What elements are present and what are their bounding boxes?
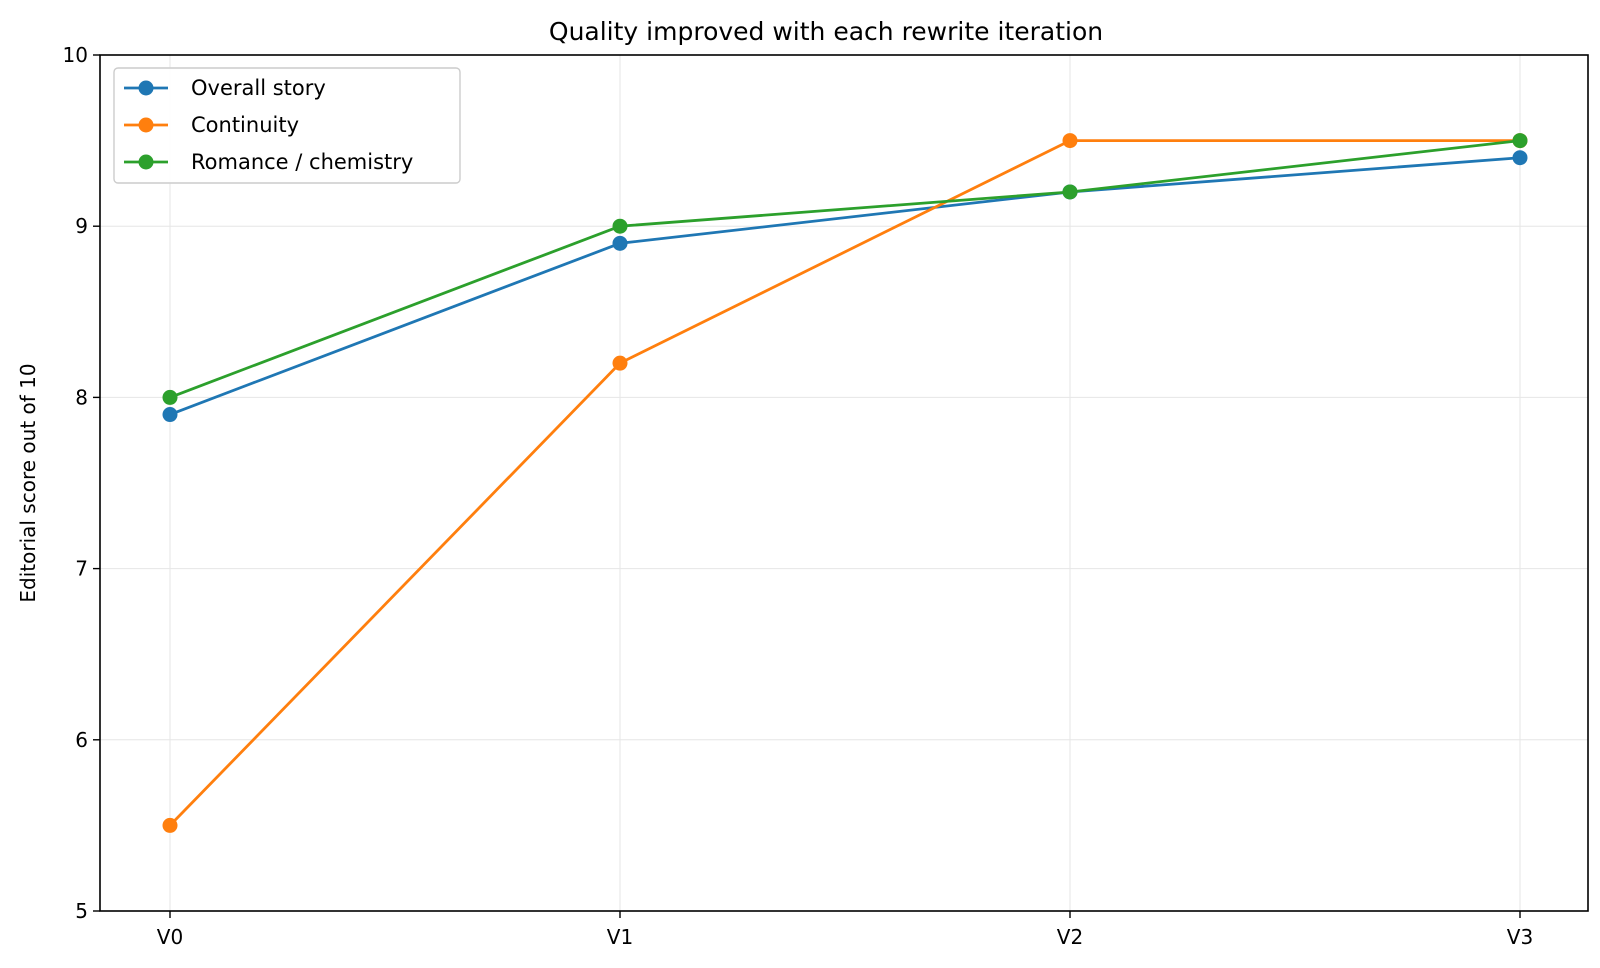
x-tick-label: V0 — [157, 925, 183, 949]
chart-title: Quality improved with each rewrite itera… — [549, 17, 1103, 46]
legend-marker — [138, 117, 154, 133]
legend: Overall story Continuity Romance / chemist… — [113, 67, 461, 184]
data-point — [1512, 133, 1528, 149]
data-point — [612, 355, 628, 371]
legend-label: Overall story — [191, 76, 326, 100]
series-0 — [162, 150, 1528, 423]
x-axis: V0 V1 V2 V3 — [157, 911, 1533, 949]
data-point — [162, 389, 178, 405]
series-line — [169, 156, 1521, 416]
data-point — [1062, 133, 1078, 149]
series-line — [168, 139, 1520, 827]
legend-item: Romance / chemistry — [124, 150, 413, 174]
y-tick-label: 10 — [63, 43, 88, 67]
data-point — [1062, 184, 1078, 200]
data-point — [1512, 150, 1528, 166]
series-2 — [162, 133, 1528, 405]
x-tick-label: V1 — [607, 925, 633, 949]
plot-area-frame — [99, 54, 1589, 912]
y-axis: 5 6 7 8 9 10 — [63, 43, 100, 923]
y-tick-label: 5 — [75, 899, 88, 923]
y-tick-label: 9 — [75, 214, 88, 238]
legend-item: Continuity — [124, 113, 299, 137]
series-1 — [162, 133, 1528, 833]
legend-label: Continuity — [191, 113, 299, 137]
data-point — [162, 407, 178, 423]
x-tick-label: V3 — [1507, 925, 1533, 949]
y-tick-label: 8 — [75, 385, 88, 409]
data-point — [162, 817, 178, 833]
legend-box — [113, 67, 461, 184]
y-tick-label: 7 — [75, 557, 88, 581]
data-point — [612, 235, 628, 251]
y-axis-label: Editorial score out of 10 — [16, 363, 40, 602]
legend-marker — [138, 80, 154, 96]
data-point — [612, 218, 628, 234]
legend-marker — [138, 154, 154, 170]
series-line — [169, 139, 1521, 399]
x-tick-label: V2 — [1057, 925, 1083, 949]
y-tick-label: 6 — [75, 728, 88, 752]
series-layer — [162, 133, 1528, 833]
legend-item: Overall story — [124, 76, 326, 100]
legend-label: Romance / chemistry — [191, 150, 413, 174]
